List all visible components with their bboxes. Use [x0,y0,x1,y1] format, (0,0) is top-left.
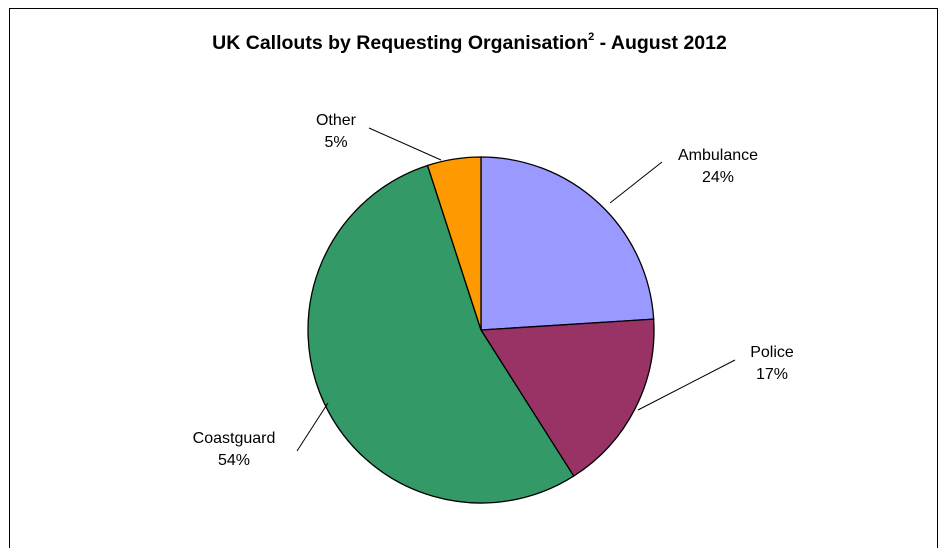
slice-label-police: Police [750,344,794,361]
leader-line-other [368,127,442,161]
slice-value-coastguard: 54% [218,452,250,469]
pie-slice-other [426,156,482,331]
slice-label-ambulance: Ambulance [678,147,758,164]
title-superscript: 2 [588,30,595,43]
pie-slice-police [479,318,655,477]
leader-line-coastguard [296,402,329,452]
leader-line-police [637,359,736,411]
slice-value-police: 17% [756,366,788,383]
pie-slice-ambulance [480,156,655,331]
leader-line-ambulance [609,161,663,204]
chart-title: UK Callouts by Requesting Organisation2 … [212,30,727,55]
pie-slice-coastguard [307,164,575,504]
slice-label-other: Other [316,112,357,129]
slice-label-coastguard: Coastguard [193,430,276,447]
slice-value-other: 5% [324,134,347,151]
slice-value-ambulance: 24% [702,169,734,186]
